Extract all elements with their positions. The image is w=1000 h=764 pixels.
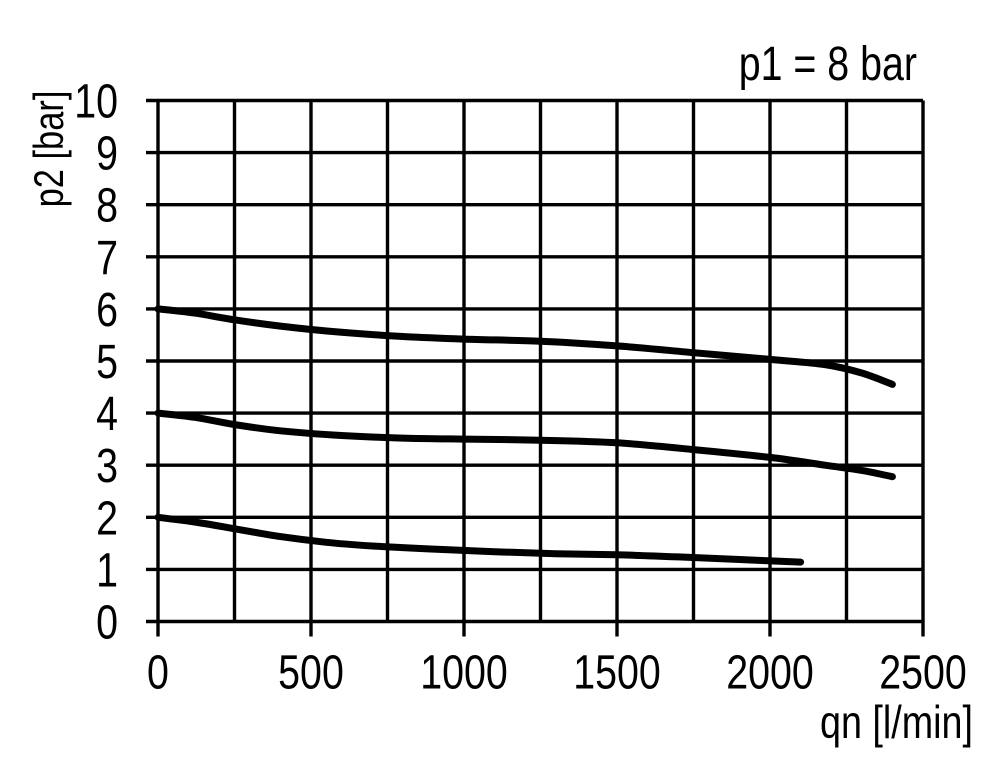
x-tick-label: 1500 xyxy=(573,647,661,700)
curve-3-setting-p2-2-bar xyxy=(154,513,805,566)
y-tick-label: 10 xyxy=(74,76,118,129)
curves xyxy=(154,305,896,566)
y-tick-label: 0 xyxy=(96,597,118,650)
y-tick-label: 7 xyxy=(96,232,118,285)
chart-title: p1 = 8 bar xyxy=(739,38,917,91)
curve-2-setting-p2-4-bar xyxy=(154,409,896,481)
x-tick-label: 2500 xyxy=(879,647,967,700)
y-tick-label: 9 xyxy=(96,128,118,181)
x-tick-label: 0 xyxy=(147,647,169,700)
y-tick-label: 5 xyxy=(96,336,118,389)
x-tick-label: 1000 xyxy=(420,647,508,700)
y-tick-label: 1 xyxy=(96,544,118,597)
curve-1-setting-p2-6-bar xyxy=(154,305,896,388)
y-tick-label: 4 xyxy=(96,388,118,441)
x-tick-label: 500 xyxy=(278,647,344,700)
y-tick-label: 6 xyxy=(96,284,118,337)
x-tick-label: 2000 xyxy=(726,647,814,700)
x-tick-labels: 0 500 1000 1500 2000 2500 xyxy=(147,647,967,700)
x-axis-label: qn [l/min] xyxy=(820,696,973,748)
y-tick-label: 8 xyxy=(96,180,118,233)
y-tick-label: 3 xyxy=(96,440,118,493)
y-axis-label: p2 [bar] xyxy=(25,91,72,208)
y-tick-label: 2 xyxy=(96,492,118,545)
grid xyxy=(146,98,925,637)
